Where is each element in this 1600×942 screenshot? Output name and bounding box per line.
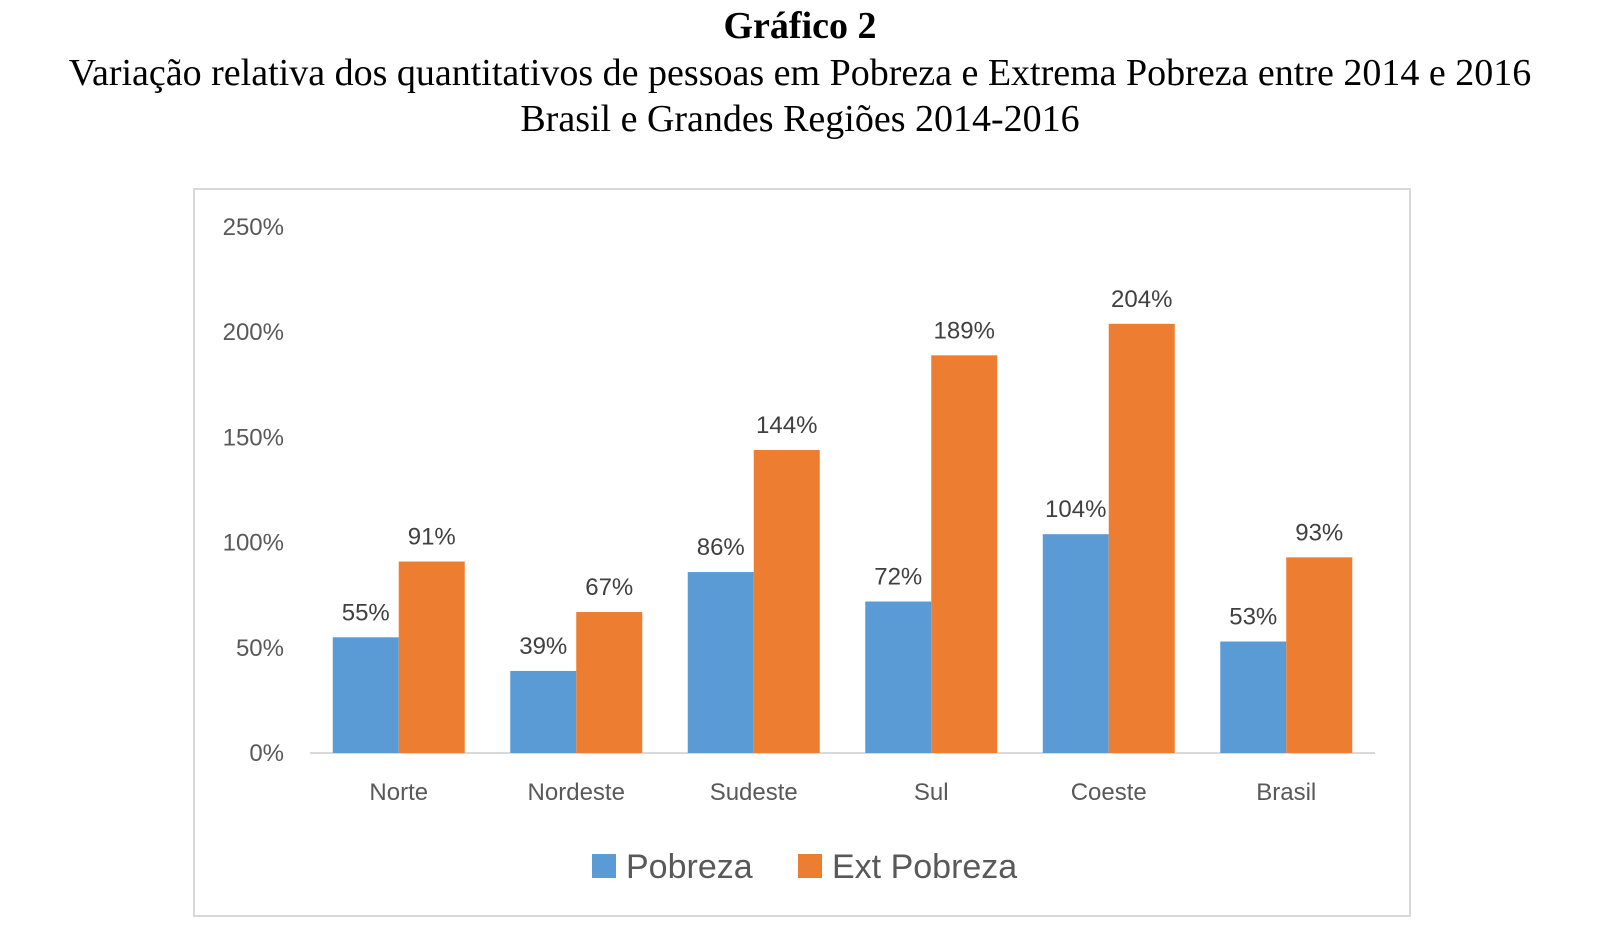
- chart-area: [193, 188, 1411, 917]
- bar-pobreza: [865, 601, 932, 753]
- data-label: 144%: [756, 412, 817, 439]
- chart-subtitle: Variação relativa dos quantitativos de p…: [68, 52, 1532, 94]
- chart-subtitle-region: Brasil e Grandes Regiões 2014-2016: [520, 98, 1080, 140]
- y-tick-label: 200%: [223, 319, 284, 346]
- data-label: 204%: [1111, 286, 1172, 313]
- bar-pobreza: [687, 572, 754, 753]
- y-tick-label: 100%: [223, 530, 284, 557]
- bar-ext-pobreza: [1286, 557, 1353, 753]
- bar-ext-pobreza: [398, 561, 465, 753]
- data-label: 189%: [934, 317, 995, 344]
- y-tick-label: 250%: [223, 214, 284, 241]
- bar-pobreza: [1220, 641, 1287, 753]
- data-label: 53%: [1229, 603, 1277, 630]
- y-tick-label: 50%: [236, 635, 284, 662]
- bar-pobreza: [1042, 534, 1109, 753]
- y-tick-label: 0%: [249, 740, 284, 767]
- data-label: 72%: [874, 564, 922, 591]
- legend-swatch: [592, 854, 616, 878]
- bar-ext-pobreza: [753, 450, 820, 753]
- data-label: 86%: [697, 534, 745, 561]
- data-label: 93%: [1295, 519, 1343, 546]
- data-label: 91%: [408, 524, 456, 551]
- x-tick-label: Brasil: [1256, 779, 1316, 806]
- x-tick-label: Nordeste: [528, 779, 625, 806]
- chart-title: Gráfico 2: [723, 5, 877, 47]
- data-label: 39%: [519, 633, 567, 660]
- legend-label: Pobreza: [626, 848, 753, 886]
- bar-ext-pobreza: [931, 355, 998, 753]
- legend-swatch: [798, 854, 822, 878]
- data-label: 55%: [342, 599, 390, 626]
- x-tick-label: Sul: [914, 779, 949, 806]
- x-tick-label: Coeste: [1071, 779, 1147, 806]
- bar-pobreza: [332, 637, 399, 753]
- legend-label: Ext Pobreza: [832, 848, 1017, 886]
- y-tick-label: 150%: [223, 424, 284, 451]
- bar-ext-pobreza: [576, 612, 643, 753]
- data-label: 104%: [1045, 496, 1106, 523]
- x-tick-label: Sudeste: [710, 779, 798, 806]
- bar-ext-pobreza: [1108, 323, 1175, 753]
- data-label: 67%: [585, 574, 633, 601]
- x-tick-label: Norte: [369, 779, 428, 806]
- bar-pobreza: [510, 670, 577, 753]
